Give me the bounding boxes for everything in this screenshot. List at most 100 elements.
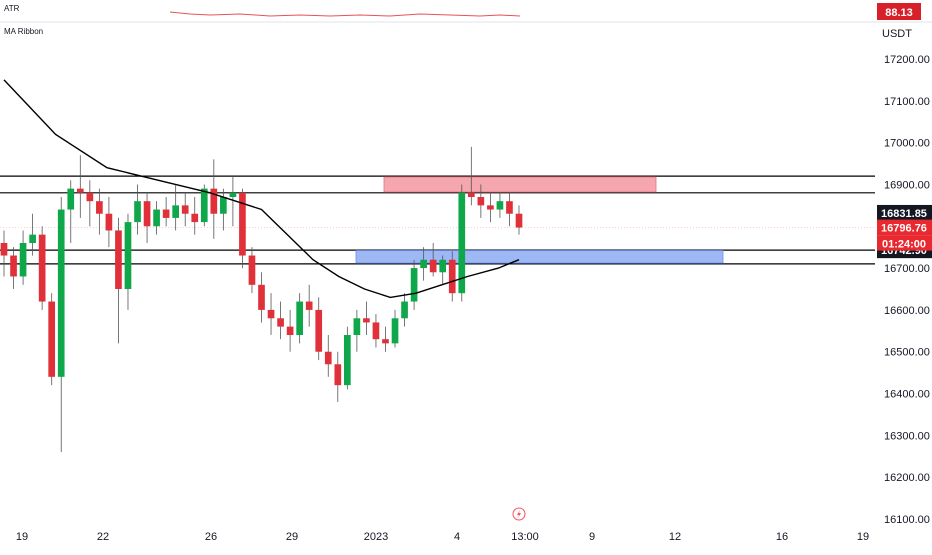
time-tick-label: 4 <box>454 531 460 543</box>
candle-down <box>467 192 475 197</box>
ma-line <box>3 79 520 299</box>
candle-down <box>162 209 170 218</box>
candle-up <box>420 259 427 269</box>
candle-down <box>0 243 8 256</box>
candle-up <box>19 243 27 277</box>
time-tick-label: 16 <box>776 531 788 543</box>
candle-down <box>239 192 246 256</box>
candle-down <box>506 201 513 214</box>
candle-down <box>382 339 389 344</box>
candle-up <box>172 205 180 218</box>
candle-up <box>67 188 75 210</box>
candle-down <box>248 255 256 285</box>
candle-up <box>200 188 208 223</box>
last-price-text: 16796.76 <box>881 223 927 235</box>
price-tick-label: 16600.00 <box>884 305 930 317</box>
candle-down <box>143 201 151 227</box>
lightning-icon[interactable] <box>512 507 526 521</box>
candle-down <box>10 255 17 277</box>
candle-down <box>277 318 284 327</box>
candle-up <box>124 222 132 289</box>
price-tick-label: 17200.00 <box>884 54 930 66</box>
time-tick-label: 13:00 <box>511 531 539 543</box>
price-zones <box>355 176 724 264</box>
candle-down <box>429 259 437 273</box>
atr-label: ATR <box>4 4 20 13</box>
time-tick-label: 26 <box>205 531 217 543</box>
candle-down <box>267 309 275 319</box>
candle-down <box>334 364 342 386</box>
time-tick-label: 22 <box>97 531 109 543</box>
candle-down <box>86 192 94 202</box>
candle-up <box>439 259 447 273</box>
candle-up <box>29 234 36 243</box>
ma-ribbon-label: MA Ribbon <box>4 27 44 36</box>
time-tick-label: 9 <box>589 531 595 543</box>
atr-pane: 88.13 <box>0 3 932 23</box>
atr-value-tag <box>877 3 921 20</box>
price-tick-label: 16300.00 <box>884 430 930 442</box>
candle-up <box>57 209 65 377</box>
time-axis[interactable]: 19 22 26 29 2023 4 13:00 9 12 16 19 <box>16 531 869 543</box>
candle-down <box>96 201 103 214</box>
candle-down <box>181 205 189 214</box>
price-tick-label: 16700.00 <box>884 263 930 275</box>
candle-down <box>487 205 494 210</box>
resistance-zone <box>383 176 657 193</box>
candle-up <box>134 201 141 223</box>
time-tick-label: 2023 <box>364 531 388 543</box>
candle-up <box>496 201 504 210</box>
price-tick-label: 17100.00 <box>884 96 930 108</box>
candle-down <box>210 188 218 214</box>
candle-down <box>363 318 370 323</box>
price-tick-label: 16500.00 <box>884 347 930 359</box>
time-tick-label: 12 <box>669 531 681 543</box>
ma-ribbon-series <box>3 79 520 299</box>
candle-up <box>296 301 303 335</box>
last-price-tag <box>877 219 932 236</box>
candle-down <box>305 301 313 310</box>
price-tick-label: 16900.00 <box>884 179 930 191</box>
time-tick-label: 29 <box>286 531 298 543</box>
price-tick-label: 16200.00 <box>884 472 930 484</box>
candle-down <box>191 213 199 223</box>
candlestick-series <box>0 146 523 453</box>
candle-down <box>38 234 46 302</box>
candle-up <box>401 301 408 319</box>
candle-down <box>315 309 323 352</box>
candle-up <box>410 268 418 302</box>
top-value-tag <box>877 204 932 221</box>
price-tick-label: 16100.00 <box>884 514 930 526</box>
candle-down <box>105 213 113 231</box>
candle-down <box>324 351 332 365</box>
atr-line <box>169 11 521 17</box>
candle-down <box>258 284 265 310</box>
candle-down <box>48 301 56 377</box>
price-axis[interactable]: USDT 17200.00 17100.00 17000.00 16900.00 168… <box>882 28 930 526</box>
candle-up <box>391 318 399 344</box>
price-tick-label: 17000.00 <box>884 138 930 150</box>
currency-label: USDT <box>882 28 912 40</box>
price-tick-label: 16400.00 <box>884 389 930 401</box>
atr-value-text: 88.13 <box>885 7 913 19</box>
candle-down <box>372 322 380 340</box>
countdown-text: 01:24:00 <box>882 239 926 251</box>
candle-down <box>76 188 84 193</box>
candle-down <box>286 326 294 335</box>
time-tick-label: 19 <box>16 531 28 543</box>
candle-up <box>353 318 361 335</box>
candle-down <box>115 230 122 289</box>
candle-up <box>229 192 237 197</box>
candle-up <box>458 192 466 294</box>
candle-down <box>477 197 485 206</box>
candle-down <box>448 259 456 294</box>
time-tick-label: 19 <box>857 531 869 543</box>
candle-down <box>515 213 523 228</box>
candle-up <box>153 209 160 227</box>
candle-up <box>343 335 351 386</box>
candle-up <box>220 197 227 214</box>
countdown-tag <box>877 235 932 251</box>
